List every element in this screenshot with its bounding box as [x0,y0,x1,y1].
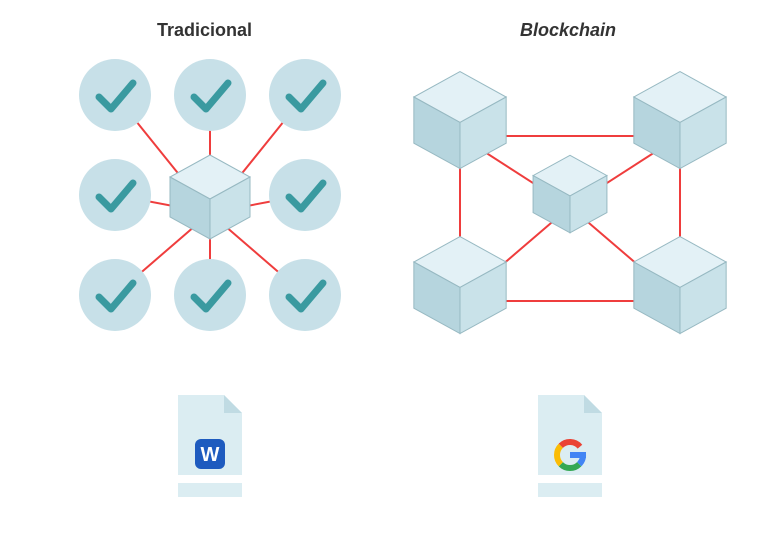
checkmark-node [174,259,246,331]
blockchain-cube [414,237,506,334]
checkmark-node [174,59,246,131]
diagram-svg: W [0,0,768,543]
checkmark-node [269,159,341,231]
doc-icon-google [538,395,602,497]
word-icon: W [201,444,220,466]
doc-icon-word: W [178,395,242,497]
blockchain-cube [533,155,607,233]
checkmark-node [79,159,151,231]
checkmark-node [79,259,151,331]
checkmark-node [79,59,151,131]
checkmark-node [269,59,341,131]
blockchain-cube [634,72,726,169]
blockchain-cube [414,72,506,169]
blockchain-cube [634,237,726,334]
traditional-center-cube [170,155,250,239]
checkmark-node [269,259,341,331]
